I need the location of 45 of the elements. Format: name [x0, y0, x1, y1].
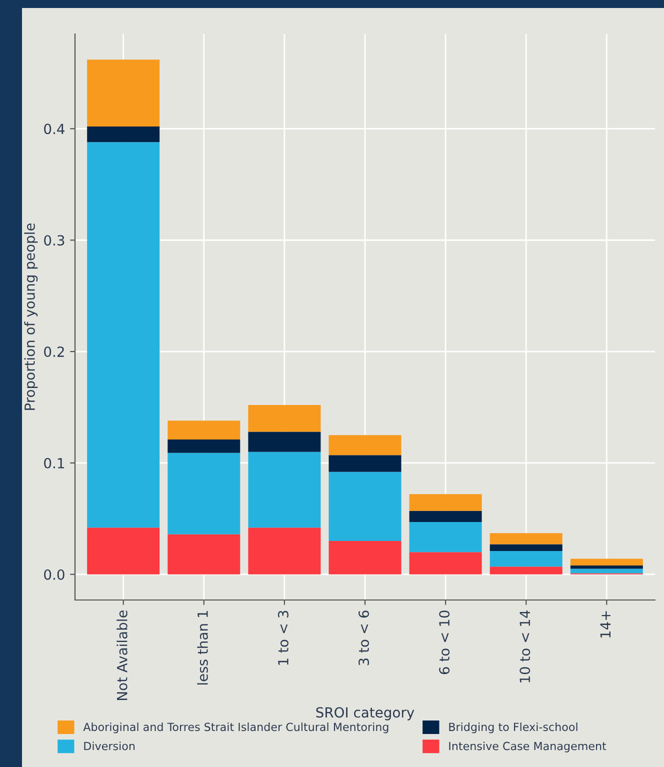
bar: [87, 60, 160, 126]
legend-label: Intensive Case Management: [449, 742, 606, 752]
bar: [409, 522, 482, 552]
x-tick-label: 6 to < 10: [439, 610, 450, 674]
legend-label: Diversion: [84, 742, 135, 750]
bar: [168, 452, 240, 534]
bar: [328, 435, 402, 456]
bar: [248, 405, 321, 432]
bar: [328, 455, 402, 472]
bar: [409, 510, 482, 522]
y-tick-label: 0.4: [44, 124, 64, 134]
bar: [570, 568, 643, 574]
x-tick-label: 14+: [600, 611, 610, 638]
y-axis-title: Proportion of young people: [24, 223, 38, 410]
y-tick-label: 0.2: [44, 346, 64, 358]
x-axis-title: SROI category: [316, 707, 414, 720]
bar: [570, 558, 643, 566]
bar: [328, 540, 402, 574]
bar: [490, 533, 562, 544]
bar: [248, 528, 321, 574]
bar: [248, 432, 321, 452]
x-tick-label: less than 1: [197, 611, 208, 685]
bar: [248, 452, 321, 528]
x-tick-label: Not Available: [116, 610, 128, 700]
bar: [87, 142, 160, 528]
bar: [87, 126, 160, 142]
x-tick-label: 3 to < 6: [358, 610, 370, 666]
bar: [409, 552, 482, 574]
y-tick-label: 0.1: [44, 458, 64, 468]
bar: [87, 528, 160, 574]
bar: [490, 544, 562, 551]
y-tick-label: 0.3: [44, 235, 64, 246]
bar: [168, 440, 240, 453]
x-tick-label: 10 to < 14: [520, 610, 530, 682]
bar: [168, 534, 240, 574]
bar: [490, 566, 562, 574]
bar: [570, 565, 643, 569]
bar: [409, 494, 482, 511]
legend-label: Bridging to Flexi-school: [449, 722, 578, 734]
y-tick-label: 0.0: [44, 569, 64, 580]
x-tick-label: 1 to < 3: [278, 610, 288, 665]
bar: [168, 420, 240, 440]
bar: [328, 472, 402, 541]
bar: [490, 550, 562, 567]
legend-label: Aboriginal and Torres Strait Islander Cultural Mentoring: [83, 722, 388, 734]
